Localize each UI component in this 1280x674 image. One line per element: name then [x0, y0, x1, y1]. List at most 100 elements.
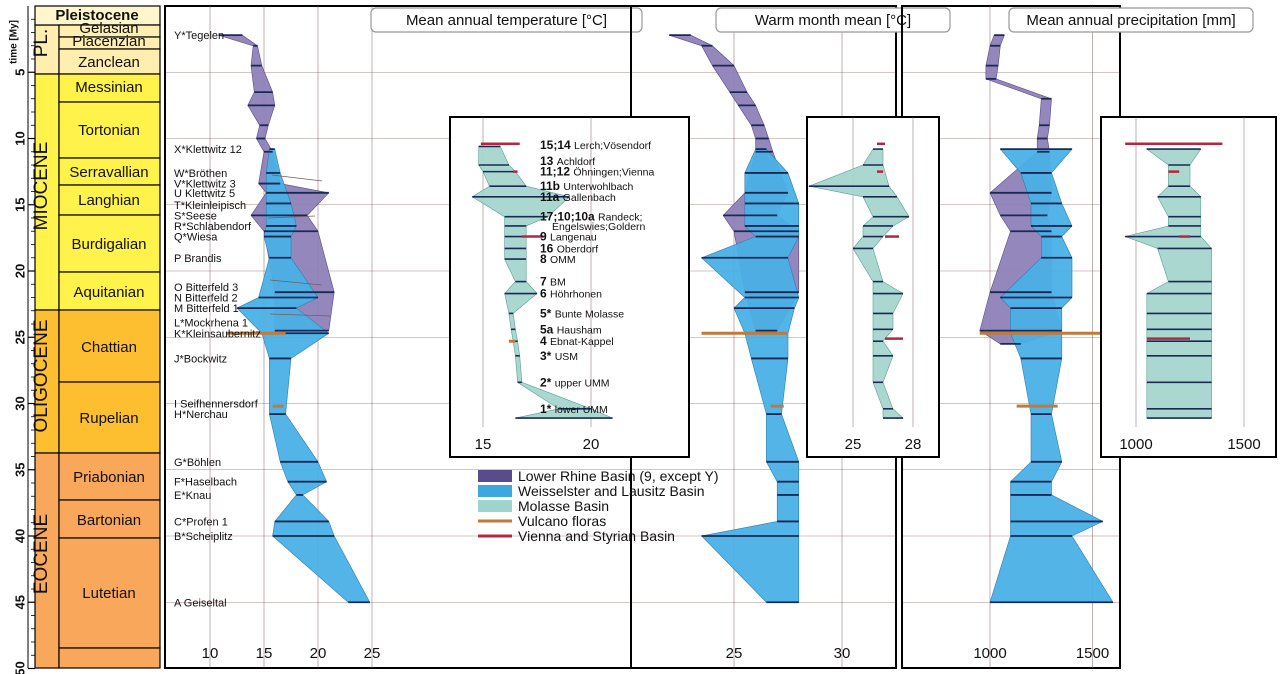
site-label: B*Scheiplitz [174, 531, 233, 543]
molasse-site-name: Achldorf [557, 156, 596, 168]
era-label: OLIGOCENE [31, 320, 52, 433]
stage-box [58, 499, 161, 539]
molasse-site-label: 6 Höhrhonen [540, 287, 602, 301]
site-label: R*Schlabendorf [174, 221, 252, 233]
site-labels: Y*Tegelen X*Klettwitz 12 W*BröthenV*Klettw… [174, 30, 261, 609]
legend-label: Vulcano floras [518, 513, 606, 529]
inset-tick-label: 1000 [1119, 436, 1152, 453]
connector-line [269, 279, 323, 286]
y-tick-label: 30 [12, 396, 27, 410]
inset-tick-label: 15 [475, 436, 492, 453]
molasse-site-label: 17;10;10a Randeck; [540, 210, 642, 224]
stage-box [58, 101, 161, 159]
stage-label: Tortonian [78, 122, 140, 139]
molasse-site-number: 15;14 [540, 138, 574, 152]
inset-tick-label: 28 [905, 436, 922, 453]
y-axis: 5 10 15 20 25 30 35 40 45 50 time [My] [9, 6, 35, 674]
x-tick-label: 20 [310, 645, 327, 662]
y-tick-label: 15 [12, 198, 27, 212]
y-tick-label: 45 [12, 595, 27, 609]
molasse-site-name: Unterwohlbach [563, 181, 633, 193]
molasse-site-name: Engelswies;Goldern [552, 221, 646, 233]
molasse-site-label: 11b Unterwohlbach [540, 179, 634, 193]
site-label: T*Kleinleipisch [174, 200, 246, 212]
molasse-site-name: upper UMM [555, 377, 610, 389]
molasse-site-number: 1* [540, 402, 555, 416]
molasse-site-number: 11;12 [540, 165, 573, 179]
stage-label: Chattian [81, 339, 137, 356]
site-label: G*Böhlen [174, 457, 221, 469]
molasse-site-label: 4 Ebnat-Kappel [540, 334, 614, 348]
molasse-site-name: Öhningen;Vienna [573, 167, 654, 179]
inset-tick-label: 1500 [1227, 436, 1260, 453]
site-label: S*Seese [174, 210, 217, 222]
x-tick-label: 25 [364, 645, 381, 662]
y-tick-label: 20 [12, 264, 27, 278]
molasse-site-label: 15;14 Lerch;Vösendorf [540, 138, 651, 152]
x-tick-label: 15 [256, 645, 273, 662]
stage-label: Zanclean [78, 54, 140, 71]
molasse-site-label: 16 Oberdorf [540, 241, 598, 255]
x-tick-label: 1000 [973, 645, 1006, 662]
era-label: EOCENE [31, 514, 52, 594]
inset-1: 15 20 15;14 Lerch;Vösendorf 13 Achldorf11;1… [449, 116, 690, 458]
legend-label: Weisselster and Lausitz Basin [518, 483, 705, 499]
molasse-site-number: 2* [540, 375, 555, 389]
site-label: O Bitterfeld 3 [174, 282, 238, 294]
site-label: V*Klettwitz 3 [174, 179, 236, 191]
stage-box [58, 214, 161, 273]
era-miocene [34, 73, 60, 311]
molasse-site-label: 8 OMM [540, 252, 576, 266]
molasse-site-name: lower UMM [555, 404, 608, 416]
site-label: L*Mockrhena 1 [174, 318, 248, 330]
y-tick-label: 40 [12, 529, 27, 543]
stage-label: Serravallian [69, 164, 148, 181]
molasse-site-name: Hausham [557, 324, 602, 336]
connector-line [267, 215, 316, 219]
connector-line [269, 313, 331, 317]
molasse-site-label: 3* USM [540, 349, 578, 363]
molasse-site-name: Langenau [550, 232, 597, 244]
panel-title-box [370, 7, 643, 33]
x-tick-label: 30 [834, 645, 851, 662]
era-pliocene [34, 24, 60, 75]
weisselster-envelope [700, 148, 800, 603]
molasse-site-name: OMM [550, 254, 576, 266]
stage-box [58, 157, 161, 186]
panel-title: Warm month mean [°C] [755, 12, 911, 29]
stage-box [58, 647, 161, 669]
molasse-site-number: 13 [540, 154, 557, 168]
panel-title-box [1008, 7, 1254, 33]
molasse-site-label: 5* Bunte Molasse [540, 306, 624, 320]
stage-label: Langhian [78, 192, 140, 209]
site-label: C*Profen 1 [174, 516, 228, 528]
site-label: K*Kleinsaubernitz [174, 328, 261, 340]
site-label: P Brandis [174, 253, 222, 265]
inset-tick-label: 20 [583, 436, 600, 453]
molasse-site-label: 5a Hausham [540, 322, 602, 336]
legend-swatch [478, 470, 512, 482]
molasse-site-name: Randeck; [598, 212, 642, 224]
site-label: Q*Wiesa [174, 232, 218, 244]
molasse-site-number: 3* [540, 349, 555, 363]
molasse-site-number: 9 [540, 230, 550, 244]
inset-3: 1000 1500 [1100, 116, 1277, 458]
panel-2: 25 30 Warm month mean [°C] [630, 5, 951, 669]
molasse-site-label: 11a Gallenbach [540, 190, 616, 204]
legend-swatch [478, 485, 512, 497]
stage-label: Bartonian [77, 512, 141, 529]
stage-label: Piacenzian [72, 33, 145, 50]
molasse-site-number: 11b [540, 179, 563, 193]
inset-tick-label: 25 [845, 436, 862, 453]
stage-label: Aquitanian [74, 284, 145, 301]
site-label: U Klettwitz 5 [174, 188, 235, 200]
molasse-site-name: Bunte Molasse [555, 308, 625, 320]
x-tick-label: 1500 [1076, 645, 1109, 662]
molasse-site-number: 11a [540, 190, 563, 204]
molasse-site-name: Oberdorf [557, 243, 599, 255]
site-label: M Bitterfeld 1 [174, 303, 239, 315]
site-label: F*Haselbach [174, 477, 237, 489]
stage-label: Rupelian [79, 410, 138, 427]
y-tick-label: 50 [12, 661, 27, 674]
